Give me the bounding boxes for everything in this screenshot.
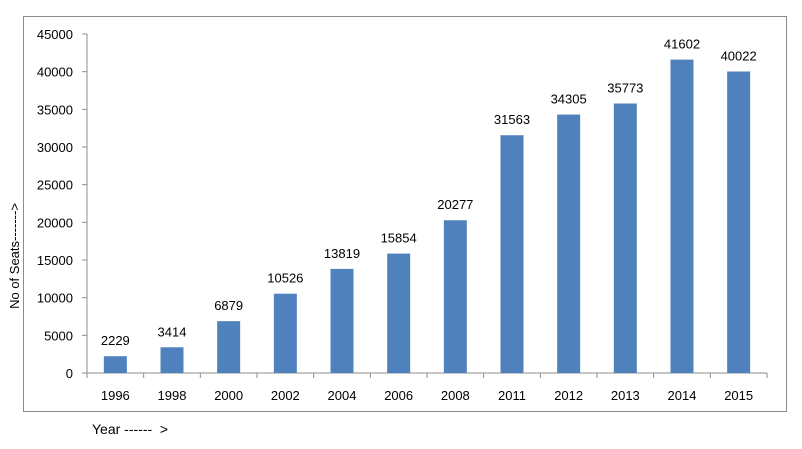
bar [557, 114, 581, 373]
y-tick-label: 35000 [37, 102, 73, 117]
bars [103, 59, 751, 374]
data-label: 13819 [324, 246, 360, 261]
y-tick-label: 5000 [44, 328, 73, 343]
x-tick-label: 2008 [441, 388, 470, 403]
bar [273, 293, 297, 373]
y-tick-label: 0 [66, 366, 73, 381]
y-tick-label: 40000 [37, 65, 73, 80]
bar [443, 220, 467, 373]
bar [500, 135, 524, 373]
y-tick-label: 25000 [37, 178, 73, 193]
x-tick-label: 1996 [101, 388, 130, 403]
data-label: 35773 [607, 81, 643, 96]
bar [670, 59, 694, 373]
bar [103, 356, 127, 373]
y-tick-label: 30000 [37, 140, 73, 155]
data-label: 40022 [721, 49, 757, 64]
data-labels: 2229 3414 6879 10526 13819 15854 20277 31563 343… [101, 37, 757, 349]
y-tick-label: 20000 [37, 215, 73, 230]
data-label: 10526 [267, 271, 303, 286]
x-tick-label: 2002 [271, 388, 300, 403]
x-tick-label: 2011 [498, 388, 526, 403]
y-tick-label: 45000 [37, 27, 73, 42]
x-tick-label: 2014 [668, 388, 697, 403]
x-tick-label: 2013 [611, 388, 640, 403]
y-axis-title-group: No of Seats-------> [7, 203, 22, 309]
y-axis-ticks: 0 5000 10000 15000 20000 25000 30000 35000 40000… [37, 27, 87, 381]
bar [613, 103, 637, 373]
y-axis-title: No of Seats-------> [7, 203, 22, 309]
x-tick-label: 2015 [724, 388, 753, 403]
bar [217, 321, 241, 373]
y-tick-label: 10000 [37, 291, 73, 306]
bar [727, 71, 751, 374]
x-tick-label: 1998 [158, 388, 187, 403]
x-axis-title: Year ------ > [92, 421, 169, 437]
bar [387, 253, 411, 373]
data-label: 41602 [664, 37, 700, 52]
data-label: 2229 [101, 333, 130, 348]
bar [160, 347, 184, 373]
data-label: 34305 [551, 92, 587, 107]
x-tick-label: 2006 [384, 388, 413, 403]
x-axis-ticks: 1996 1998 2000 2002 2004 2006 2008 2011 2012 2013… [86, 373, 768, 403]
data-label: 31563 [494, 112, 530, 127]
x-tick-label: 2012 [554, 388, 583, 403]
data-label: 15854 [381, 231, 417, 246]
y-tick-label: 15000 [37, 253, 73, 268]
data-label: 6879 [214, 298, 243, 313]
data-label: 3414 [158, 324, 187, 339]
x-tick-label: 2000 [214, 388, 243, 403]
x-tick-label: 2004 [328, 388, 357, 403]
bar [330, 268, 354, 373]
data-label: 20277 [437, 197, 473, 212]
